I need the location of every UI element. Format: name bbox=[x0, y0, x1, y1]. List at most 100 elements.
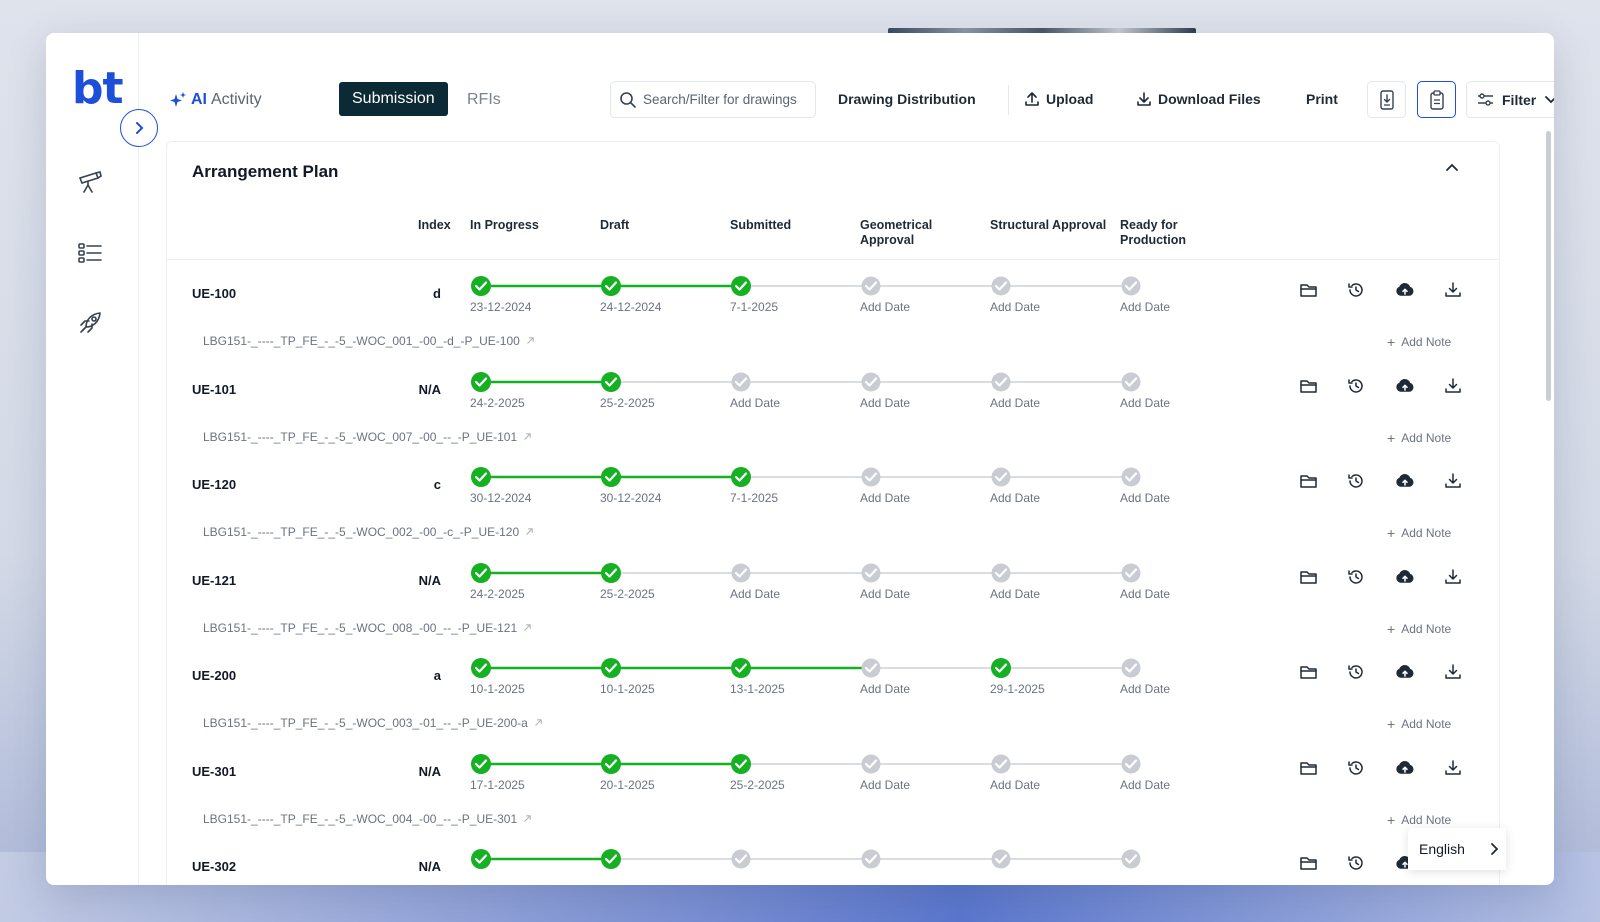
stage-date[interactable]: Add Date bbox=[1120, 682, 1171, 696]
stage-complete-icon[interactable] bbox=[601, 276, 621, 296]
cloud-upload-icon[interactable] bbox=[1393, 565, 1417, 589]
drawing-distribution-button[interactable]: Drawing Distribution bbox=[838, 91, 976, 107]
cloud-upload-icon[interactable] bbox=[1393, 469, 1417, 493]
stage-date[interactable]: Add Date bbox=[860, 777, 911, 792]
open-folder-icon[interactable] bbox=[1297, 565, 1321, 589]
download-icon[interactable] bbox=[1441, 565, 1465, 589]
add-note-button[interactable]: + Add Note bbox=[1387, 621, 1451, 637]
upload-button[interactable]: Upload bbox=[1024, 91, 1093, 107]
stage-date[interactable]: Add Date bbox=[860, 395, 911, 410]
stage-pending-icon[interactable] bbox=[861, 563, 881, 582]
history-icon[interactable] bbox=[1344, 278, 1368, 302]
stage-pending-icon[interactable] bbox=[991, 276, 1011, 296]
download-icon[interactable] bbox=[1441, 756, 1465, 780]
stage-pending-icon[interactable] bbox=[861, 849, 881, 869]
stage-pending-icon[interactable] bbox=[731, 849, 751, 869]
open-folder-icon[interactable] bbox=[1297, 756, 1321, 780]
stage-pending-icon[interactable] bbox=[991, 467, 1011, 487]
file-name-link[interactable]: LBG151-_----_TP_FE_-_-5_-WOC_004_-00_--_… bbox=[203, 812, 532, 826]
stage-date[interactable]: Add Date bbox=[1120, 300, 1171, 314]
cloud-upload-icon[interactable] bbox=[1393, 756, 1417, 780]
stage-pending-icon[interactable] bbox=[991, 849, 1011, 869]
stage-pending-icon[interactable] bbox=[731, 372, 751, 391]
cloud-upload-icon[interactable] bbox=[1393, 374, 1417, 398]
stage-pending-icon[interactable] bbox=[731, 563, 751, 582]
stage-date[interactable]: Add Date bbox=[1120, 586, 1171, 601]
open-folder-icon[interactable] bbox=[1297, 469, 1321, 493]
download-icon[interactable] bbox=[1441, 278, 1465, 302]
stage-pending-icon[interactable] bbox=[1121, 276, 1141, 296]
stage-complete-icon[interactable] bbox=[471, 467, 491, 487]
stage-pending-icon[interactable] bbox=[1121, 754, 1141, 773]
stage-complete-icon[interactable] bbox=[601, 753, 621, 774]
stage-date[interactable]: Add Date bbox=[860, 491, 911, 505]
stage-pending-icon[interactable] bbox=[1121, 372, 1141, 391]
add-note-button[interactable]: + Add Note bbox=[1387, 812, 1451, 828]
stage-complete-icon[interactable] bbox=[991, 658, 1011, 678]
history-icon[interactable] bbox=[1344, 851, 1368, 875]
download-files-button[interactable]: Download Files bbox=[1136, 91, 1261, 107]
stage-date[interactable]: Add Date bbox=[860, 682, 911, 696]
stage-complete-icon[interactable] bbox=[731, 467, 751, 487]
stage-pending-icon[interactable] bbox=[991, 563, 1011, 582]
print-button[interactable]: Print bbox=[1306, 91, 1338, 107]
stage-pending-icon[interactable] bbox=[861, 372, 881, 391]
file-name-link[interactable]: LBG151-_----_TP_FE_-_-5_-WOC_002_-00_-c_… bbox=[203, 525, 534, 539]
stage-date[interactable]: Add Date bbox=[990, 395, 1041, 410]
stage-date[interactable]: Add Date bbox=[860, 300, 911, 314]
chevron-up-icon[interactable] bbox=[1445, 162, 1459, 172]
stage-pending-icon[interactable] bbox=[861, 276, 881, 296]
stage-pending-icon[interactable] bbox=[991, 754, 1011, 773]
telescope-icon[interactable] bbox=[76, 168, 104, 196]
history-icon[interactable] bbox=[1344, 660, 1368, 684]
stage-complete-icon[interactable] bbox=[601, 562, 621, 583]
stage-complete-icon[interactable] bbox=[601, 371, 621, 392]
file-name-link[interactable]: LBG151-_----_TP_FE_-_-5_-WOC_007_-00_--_… bbox=[203, 430, 532, 444]
tab-rfis[interactable]: RFIs bbox=[467, 91, 501, 108]
stage-date[interactable]: Add Date bbox=[1120, 491, 1171, 505]
stage-date[interactable]: Add Date bbox=[1120, 395, 1171, 410]
stage-pending-icon[interactable] bbox=[861, 467, 881, 487]
filter-dropdown[interactable]: Filter bbox=[1466, 81, 1554, 118]
stage-date[interactable]: Add Date bbox=[990, 777, 1041, 792]
file-name-link[interactable]: LBG151-_----_TP_FE_-_-5_-WOC_008_-00_--_… bbox=[203, 621, 532, 635]
sidebar-expand-button[interactable] bbox=[120, 109, 158, 147]
download-icon[interactable] bbox=[1441, 469, 1465, 493]
stage-pending-icon[interactable] bbox=[861, 658, 881, 678]
stage-complete-icon[interactable] bbox=[731, 753, 751, 774]
scrollbar[interactable] bbox=[1546, 131, 1551, 401]
open-folder-icon[interactable] bbox=[1297, 851, 1321, 875]
stage-complete-icon[interactable] bbox=[601, 467, 621, 487]
add-note-button[interactable]: + Add Note bbox=[1387, 430, 1451, 446]
stage-complete-icon[interactable] bbox=[471, 371, 491, 392]
stage-complete-icon[interactable] bbox=[731, 276, 751, 296]
stage-complete-icon[interactable] bbox=[471, 562, 491, 583]
history-icon[interactable] bbox=[1344, 565, 1368, 589]
tab-ai-activity[interactable]: AI Activity bbox=[169, 91, 262, 109]
stage-pending-icon[interactable] bbox=[991, 372, 1011, 391]
history-icon[interactable] bbox=[1344, 374, 1368, 398]
stage-pending-icon[interactable] bbox=[861, 754, 881, 773]
file-name-link[interactable]: LBG151-_----_TP_FE_-_-5_-WOC_003_-01_--_… bbox=[203, 716, 543, 730]
stage-complete-icon[interactable] bbox=[471, 849, 491, 869]
stage-date[interactable]: Add Date bbox=[730, 395, 781, 410]
stage-date[interactable]: Add Date bbox=[990, 491, 1041, 505]
stage-date[interactable]: Add Date bbox=[1120, 777, 1171, 792]
stage-pending-icon[interactable] bbox=[1121, 563, 1141, 582]
stage-complete-icon[interactable] bbox=[471, 658, 491, 678]
download-pdf-button[interactable] bbox=[1367, 81, 1406, 118]
rocket-icon[interactable] bbox=[76, 309, 104, 337]
cloud-upload-icon[interactable] bbox=[1393, 660, 1417, 684]
cloud-upload-icon[interactable] bbox=[1393, 278, 1417, 302]
stage-date[interactable]: Add Date bbox=[860, 586, 911, 601]
stage-complete-icon[interactable] bbox=[471, 276, 491, 296]
language-selector[interactable]: English bbox=[1408, 828, 1506, 870]
tab-submission[interactable]: Submission bbox=[339, 82, 448, 116]
history-icon[interactable] bbox=[1344, 469, 1368, 493]
calendar-view-button[interactable] bbox=[1417, 81, 1456, 118]
open-folder-icon[interactable] bbox=[1297, 660, 1321, 684]
checklist-icon[interactable] bbox=[76, 239, 104, 267]
search-input[interactable]: Search/Filter for drawings bbox=[610, 81, 816, 118]
download-icon[interactable] bbox=[1441, 374, 1465, 398]
stage-pending-icon[interactable] bbox=[1121, 467, 1141, 487]
